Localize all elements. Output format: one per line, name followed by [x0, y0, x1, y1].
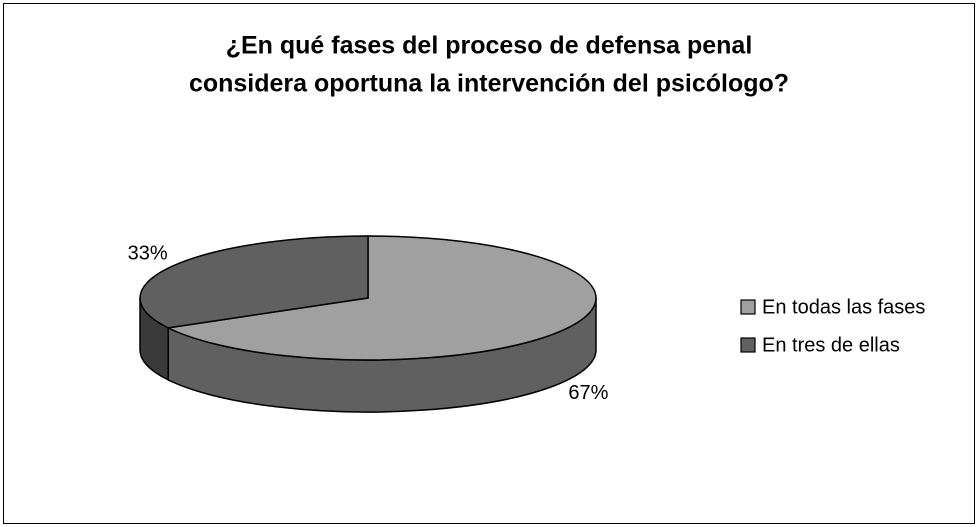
data-label: 67%	[568, 382, 608, 404]
chart-title-line: ¿En qué fases del proceso de defensa pen…	[226, 32, 753, 60]
legend-swatch	[740, 299, 756, 315]
chart-title-line: considera oportuna la intervención del p…	[189, 70, 789, 98]
legend-label: En tres de ellas	[762, 334, 900, 356]
data-label: 33%	[128, 243, 168, 265]
pie-slice	[139, 235, 369, 329]
legend-swatch	[740, 337, 756, 353]
pie-slice	[165, 235, 597, 361]
legend-label: En todas las fases	[762, 296, 925, 318]
